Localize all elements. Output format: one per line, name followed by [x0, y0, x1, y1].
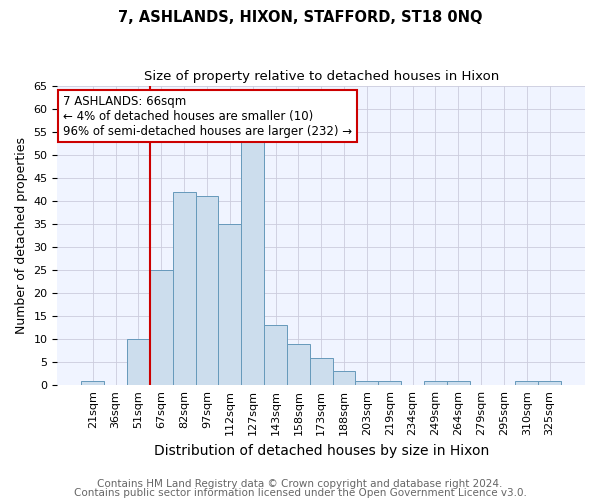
Bar — [82, 380, 104, 385]
Bar — [355, 380, 379, 385]
Y-axis label: Number of detached properties: Number of detached properties — [15, 137, 28, 334]
Bar — [424, 380, 447, 385]
Bar — [379, 380, 401, 385]
Text: Contains public sector information licensed under the Open Government Licence v3: Contains public sector information licen… — [74, 488, 526, 498]
Bar — [515, 380, 538, 385]
X-axis label: Distribution of detached houses by size in Hixon: Distribution of detached houses by size … — [154, 444, 489, 458]
Bar — [127, 339, 150, 385]
Bar — [218, 224, 241, 385]
Bar — [264, 326, 287, 385]
Title: Size of property relative to detached houses in Hixon: Size of property relative to detached ho… — [143, 70, 499, 83]
Bar — [196, 196, 218, 385]
Bar — [310, 358, 332, 385]
Text: 7 ASHLANDS: 66sqm
← 4% of detached houses are smaller (10)
96% of semi-detached : 7 ASHLANDS: 66sqm ← 4% of detached house… — [62, 94, 352, 138]
Bar — [287, 344, 310, 385]
Text: 7, ASHLANDS, HIXON, STAFFORD, ST18 0NQ: 7, ASHLANDS, HIXON, STAFFORD, ST18 0NQ — [118, 10, 482, 25]
Bar — [173, 192, 196, 385]
Bar — [150, 270, 173, 385]
Bar — [447, 380, 470, 385]
Text: Contains HM Land Registry data © Crown copyright and database right 2024.: Contains HM Land Registry data © Crown c… — [97, 479, 503, 489]
Bar — [538, 380, 561, 385]
Bar — [332, 372, 355, 385]
Bar — [241, 136, 264, 385]
